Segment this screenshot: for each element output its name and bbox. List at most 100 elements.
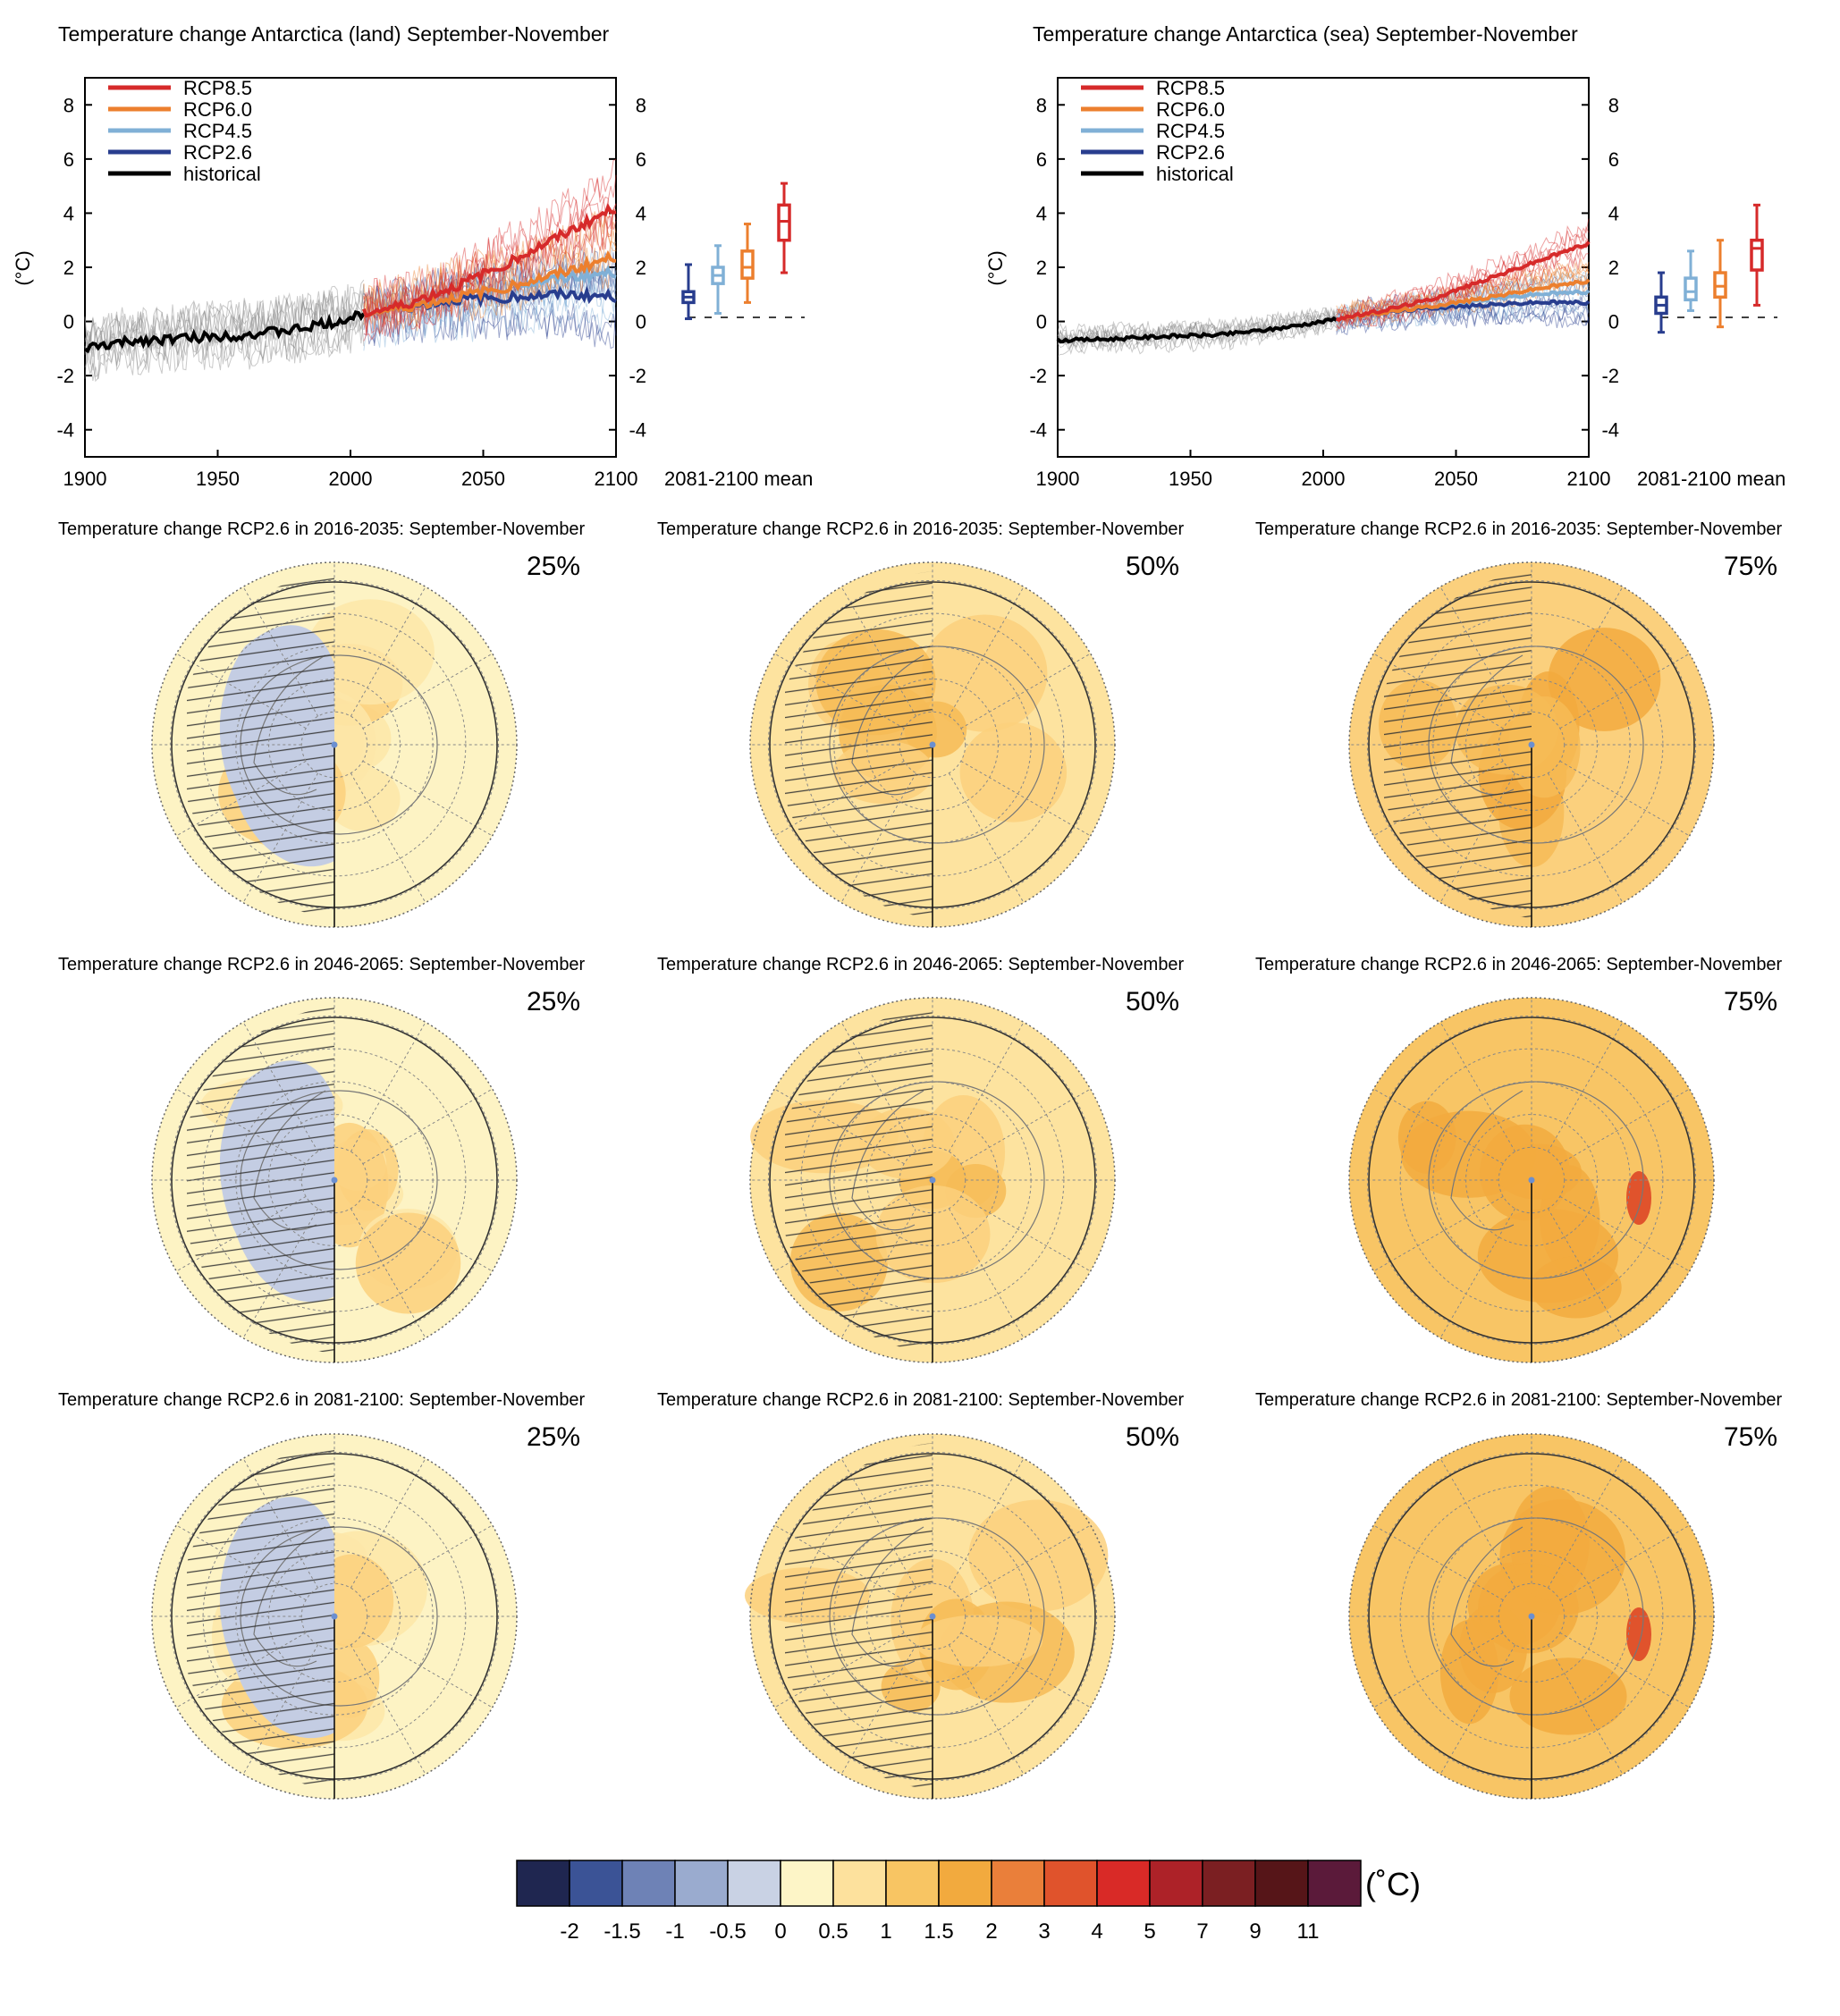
y-tick-label-right: 2	[1608, 257, 1619, 279]
y-tick-label-right: 6	[1608, 148, 1619, 171]
meridian-line	[1547, 1208, 1624, 1338]
colorbar-tick-label: 1.5	[924, 1919, 953, 1944]
y-tick-label-right: 2	[636, 257, 646, 279]
meridian-line	[1559, 1195, 1690, 1272]
ensemble-member-line	[1057, 307, 1338, 342]
meridian-line	[1373, 1632, 1504, 1708]
south-pole-marker	[929, 1177, 936, 1184]
meridian-line	[350, 1458, 426, 1589]
meridian-line	[774, 1632, 905, 1708]
meridian-line	[242, 1022, 319, 1152]
colorbar-swatch	[727, 1860, 781, 1907]
colorbar-tick-label: 7	[1196, 1919, 1208, 1944]
meridian-line	[948, 1458, 1025, 1589]
south-pole-marker	[929, 741, 936, 748]
meridian-line	[1547, 1644, 1624, 1775]
ensemble-member-line	[84, 290, 365, 353]
meridian-line	[1439, 1022, 1516, 1152]
colorbar-tick-label: -0.5	[709, 1919, 746, 1944]
meridian-line	[176, 1195, 307, 1272]
ensemble-member-line	[363, 174, 617, 324]
map-title: Temperature change RCP2.6 in 2081-2100: …	[657, 1390, 1185, 1410]
y-tick-label-right: 0	[636, 311, 646, 333]
meridian-line	[1547, 772, 1624, 903]
legend-label: RCP2.6	[1156, 141, 1225, 164]
box-body	[1750, 238, 1764, 272]
south-pole-marker	[331, 1613, 338, 1620]
meridian-line	[774, 1088, 905, 1165]
series-line-historical	[1056, 316, 1338, 344]
meridian-line	[1559, 1632, 1690, 1708]
map-title: Temperature change RCP2.6 in 2046-2065: …	[657, 955, 1185, 974]
meridian-line	[1547, 586, 1624, 717]
box-body	[1684, 276, 1698, 302]
meridian-line	[948, 1644, 1025, 1775]
colorbar-swatch	[991, 1860, 1045, 1907]
warming-patch	[922, 614, 1048, 732]
colorbar-tick-label: -1.5	[603, 1919, 640, 1944]
colorbar-swatch	[1096, 1860, 1151, 1907]
ensemble-member-line	[363, 299, 617, 348]
y-tick-label-right: 0	[1608, 311, 1619, 333]
meridian-line	[840, 1208, 917, 1338]
meridian-line	[362, 1088, 493, 1165]
series-line-rcp85	[362, 203, 617, 318]
ensemble-member-line	[363, 209, 617, 341]
chart-title: Temperature change Antarctica (land) Sep…	[58, 22, 610, 46]
colorbar-swatch	[1043, 1860, 1098, 1907]
map-panel: Temperature change RCP2.6 in 2046-2065: …	[657, 955, 1185, 1363]
series-line-rcp85	[1336, 240, 1591, 322]
ensemble-member-line	[84, 290, 365, 355]
hatched-region	[785, 1007, 933, 1354]
ensemble-spread	[84, 158, 617, 383]
map-panel: Temperature change RCP2.6 in 2081-2100: …	[58, 1390, 586, 1800]
map-panel: Temperature change RCP2.6 in 2046-2065: …	[1255, 955, 1783, 1363]
meridian-line	[362, 1195, 493, 1272]
y-tick-label: 8	[1036, 94, 1047, 116]
colorbar-swatch	[938, 1860, 992, 1907]
ensemble-member-line	[1336, 303, 1590, 333]
x-tick-label: 2100	[1567, 468, 1611, 490]
strong-warming-spot	[1626, 1607, 1651, 1661]
y-axis-left: -4 -2 0 2 4 6 8	[1029, 94, 1065, 442]
y-tick-label: -2	[56, 365, 74, 387]
box-plots	[681, 181, 791, 321]
legend-label: RCP6.0	[183, 98, 252, 121]
meridian-line	[948, 772, 1025, 903]
y-tick-label-right: 8	[636, 94, 646, 116]
meridian-line	[176, 1524, 307, 1601]
meridian-line	[840, 1644, 917, 1775]
meridian-line	[176, 1632, 307, 1708]
strong-warming-spot	[1626, 1171, 1651, 1225]
meridian-line	[840, 1458, 917, 1589]
map-title: Temperature change RCP2.6 in 2081-2100: …	[58, 1390, 586, 1410]
y-tick-label: -2	[1029, 365, 1047, 387]
x-axis: 1900 1950 2000 2050 2100	[1036, 450, 1611, 490]
colorbar-tick-label: 3	[1038, 1919, 1050, 1944]
meridian-line	[242, 1458, 319, 1589]
y-axis-right: -4 -2 0 2 4 6 8	[1582, 94, 1619, 442]
ensemble-member-line	[1336, 218, 1590, 321]
warming-patch	[959, 722, 1068, 822]
meridian-line	[176, 653, 307, 730]
map-panel: Temperature change RCP2.6 in 2016-2035: …	[657, 519, 1185, 928]
warming-patch	[1397, 1101, 1456, 1174]
colorbar-tick-label: 9	[1249, 1919, 1261, 1944]
box-label: 2081-2100 mean	[1637, 468, 1785, 490]
y-tick-label-right: 4	[636, 202, 646, 224]
colorbar-swatch	[1307, 1860, 1362, 1907]
y-tick-label-right: -4	[629, 419, 646, 442]
ensemble-member-line	[1336, 266, 1590, 325]
y-tick-label-right: 8	[1608, 94, 1619, 116]
meridian-line	[242, 772, 319, 903]
x-tick-label: 1950	[1169, 468, 1212, 490]
meridian-line	[242, 1644, 319, 1775]
ensemble-member-line	[84, 307, 365, 378]
hatched-region	[187, 1007, 334, 1354]
colorbar-swatch	[674, 1860, 729, 1907]
meridian-line	[350, 1644, 426, 1775]
map-title: Temperature change RCP2.6 in 2016-2035: …	[58, 519, 586, 539]
meridian-line	[242, 586, 319, 717]
south-pole-marker	[331, 1177, 338, 1184]
